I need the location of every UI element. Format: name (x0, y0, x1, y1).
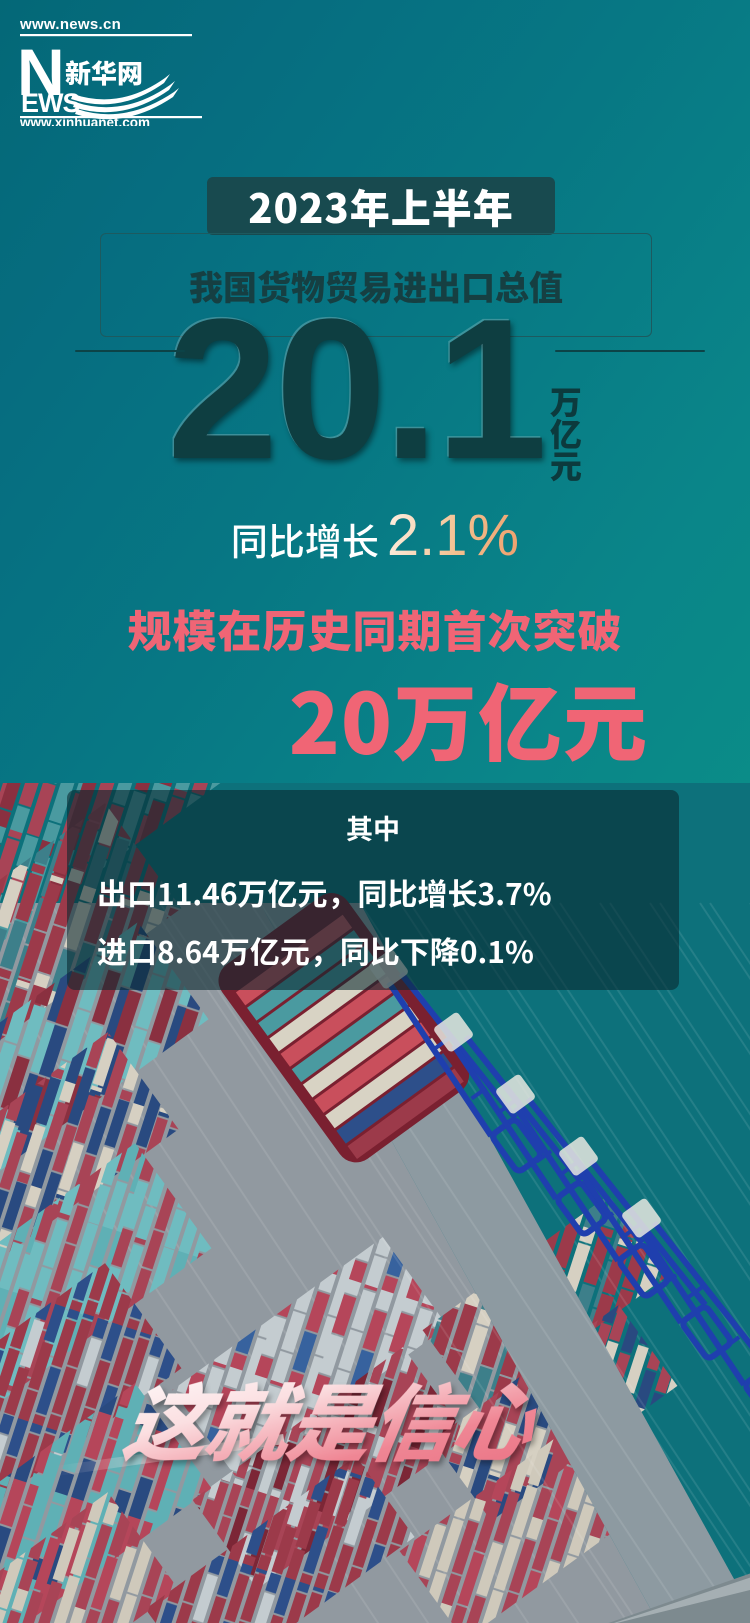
svg-text:www.news.cn: www.news.cn (20, 18, 121, 33)
svg-text:EWS: EWS (21, 88, 80, 118)
svg-text:www.xinhuanet.com: www.xinhuanet.com (20, 115, 150, 126)
svg-text:新华网: 新华网 (65, 54, 143, 91)
